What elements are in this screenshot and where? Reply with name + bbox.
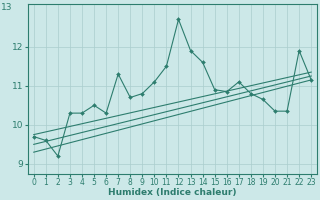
X-axis label: Humidex (Indice chaleur): Humidex (Indice chaleur) [108, 188, 237, 197]
Text: 13: 13 [1, 3, 12, 12]
